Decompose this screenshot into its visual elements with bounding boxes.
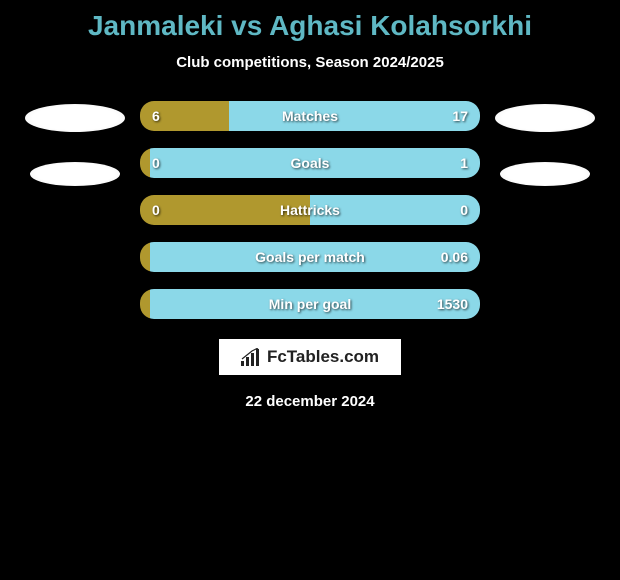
right-team-logo-2 bbox=[500, 162, 590, 186]
bar-value-left: 0 bbox=[152, 155, 160, 171]
left-team-logo-2 bbox=[30, 162, 120, 186]
bar-label: Matches bbox=[282, 108, 338, 124]
page-title: Janmaleki vs Aghasi Kolahsorkhi bbox=[88, 10, 532, 42]
bar-label: Min per goal bbox=[269, 296, 351, 312]
stat-bar: Matches 6 17 bbox=[140, 101, 480, 131]
page-subtitle: Club competitions, Season 2024/2025 bbox=[176, 54, 444, 71]
left-team-logo-1 bbox=[25, 104, 125, 132]
bar-right-segment bbox=[229, 101, 480, 131]
stat-bar: Hattricks 0 0 bbox=[140, 195, 480, 225]
bar-left-segment bbox=[140, 148, 150, 178]
chart-icon bbox=[241, 348, 261, 366]
stat-bar: Goals per match 0.06 bbox=[140, 242, 480, 272]
bar-left-segment bbox=[140, 242, 150, 272]
right-team-logo-1 bbox=[495, 104, 595, 132]
content-row: Matches 6 17 Goals 0 1 Hattricks 0 0 Goals per ma… bbox=[0, 101, 620, 319]
date-label: 22 december 2024 bbox=[245, 393, 374, 410]
brand-label: FcTables.com bbox=[267, 347, 379, 367]
brand-box: FcTables.com bbox=[219, 339, 401, 375]
bar-value-right: 1530 bbox=[437, 296, 468, 312]
bar-label: Goals bbox=[291, 155, 330, 171]
stat-bar: Goals 0 1 bbox=[140, 148, 480, 178]
bar-left-segment bbox=[140, 289, 150, 319]
bar-value-left: 6 bbox=[152, 108, 160, 124]
bar-value-right: 0 bbox=[460, 202, 468, 218]
bar-label: Hattricks bbox=[280, 202, 340, 218]
left-logo-column bbox=[25, 101, 125, 186]
bar-label: Goals per match bbox=[255, 249, 365, 265]
stats-bars: Matches 6 17 Goals 0 1 Hattricks 0 0 Goals per ma… bbox=[140, 101, 480, 319]
bar-value-left: 0 bbox=[152, 202, 160, 218]
right-logo-column bbox=[495, 101, 595, 186]
bar-value-right: 17 bbox=[452, 108, 468, 124]
bar-value-right: 0.06 bbox=[441, 249, 468, 265]
bar-value-right: 1 bbox=[460, 155, 468, 171]
stat-bar: Min per goal 1530 bbox=[140, 289, 480, 319]
